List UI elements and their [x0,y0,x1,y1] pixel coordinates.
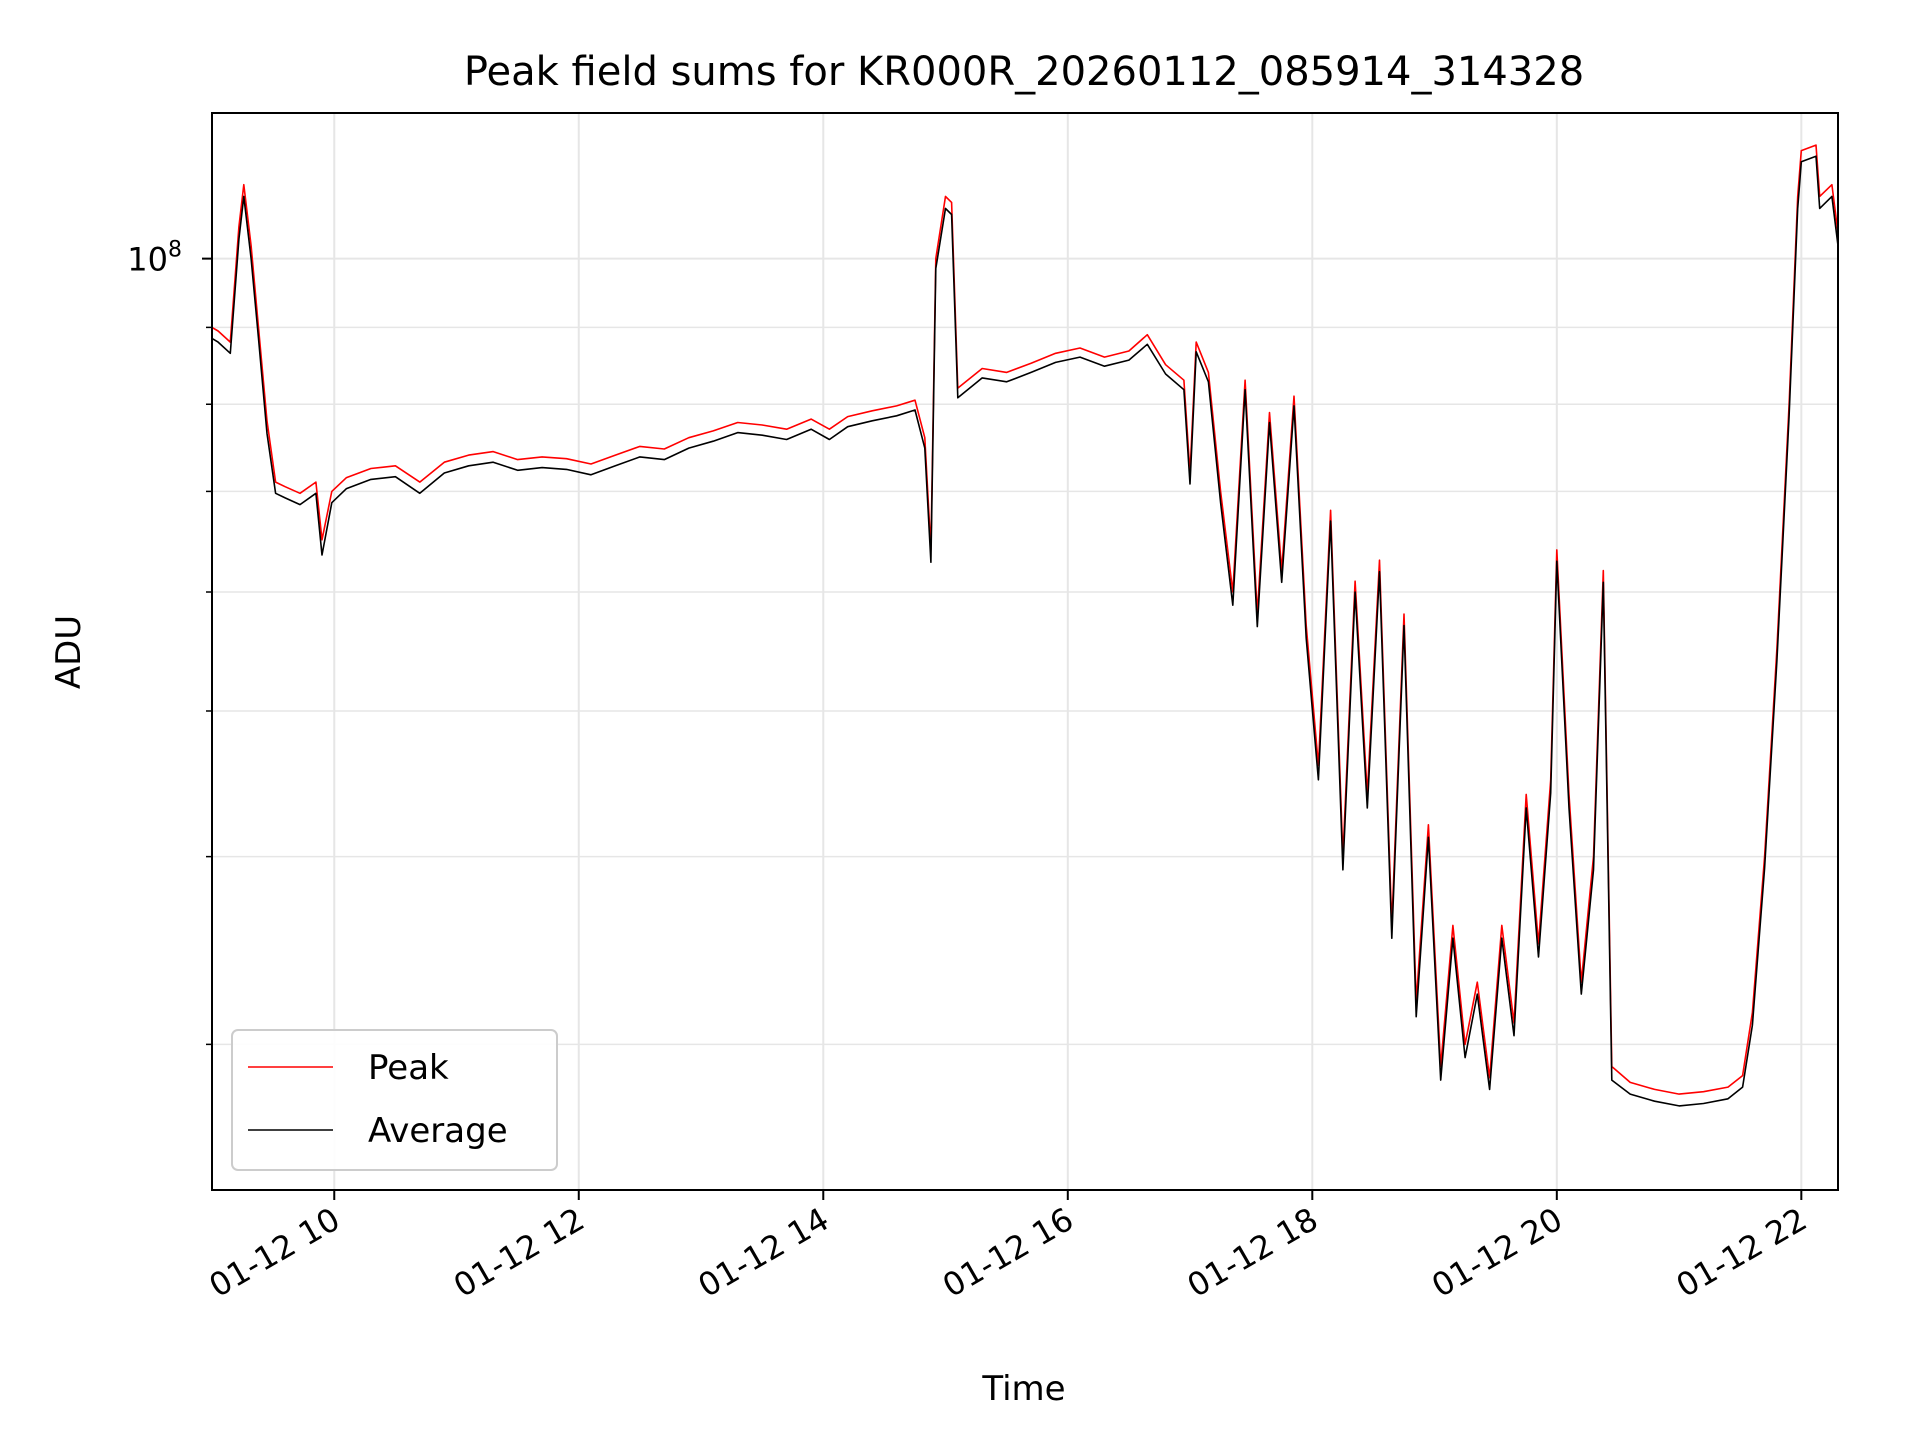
chart-title: Peak field sums for KR000R_20260112_0859… [464,49,1584,95]
series-line-average [212,155,1838,1107]
legend-label-average: Average [368,1111,508,1151]
legend-label-peak: Peak [368,1048,449,1088]
legend: Peak Average [231,1029,558,1171]
legend-box [231,1029,558,1171]
series-group [212,144,1838,1107]
plot-frame [211,112,1839,1191]
y-tick-label: 108 [127,238,182,279]
y-axis-label: ADU [49,615,89,689]
x-axis-label: Time [981,1369,1065,1409]
